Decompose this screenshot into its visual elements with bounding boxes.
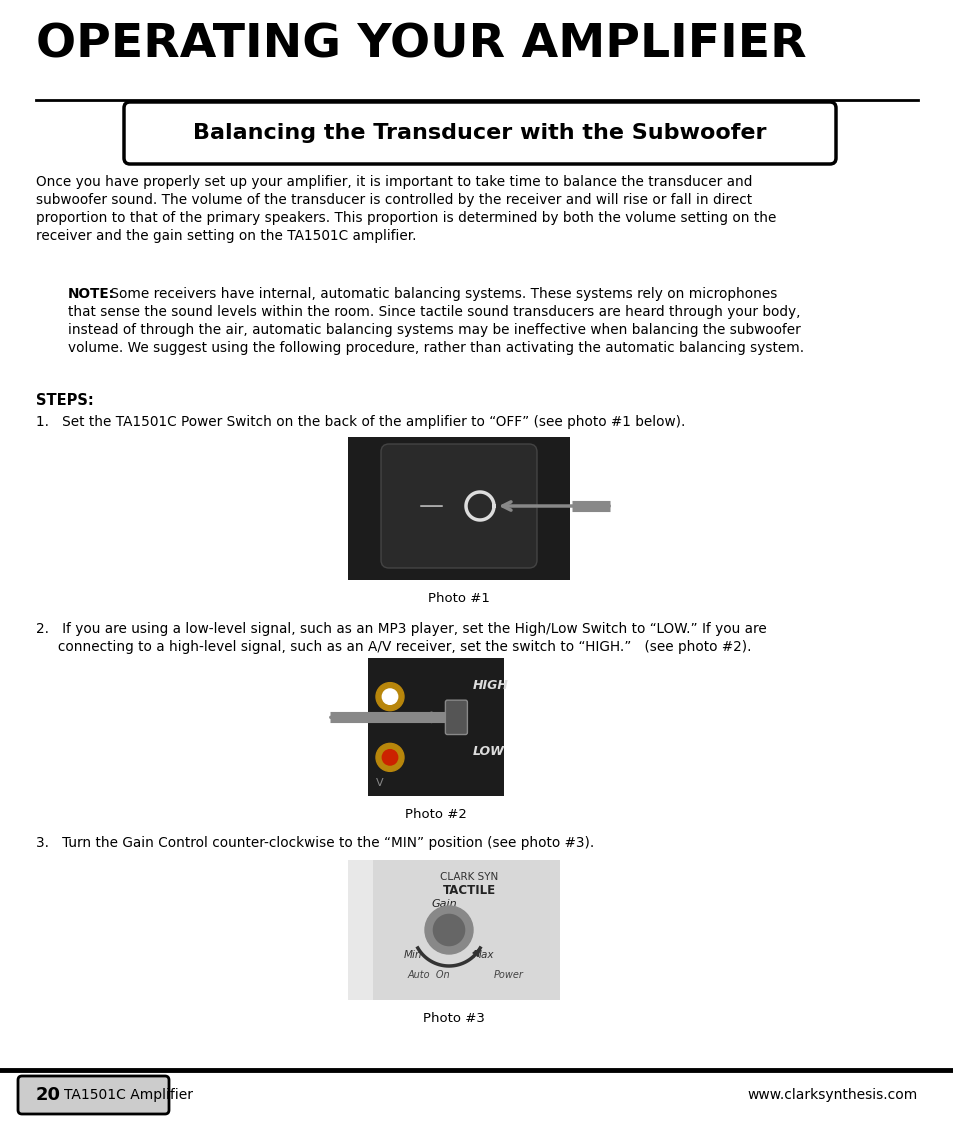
- Text: receiver and the gain setting on the TA1501C amplifier.: receiver and the gain setting on the TA1…: [36, 229, 416, 243]
- Text: OPERATING YOUR AMPLIFIER: OPERATING YOUR AMPLIFIER: [36, 22, 806, 67]
- Text: LOW: LOW: [472, 745, 504, 758]
- FancyBboxPatch shape: [18, 1076, 169, 1114]
- Text: 1.   Set the TA1501C Power Switch on the back of the amplifier to “OFF” (see pho: 1. Set the TA1501C Power Switch on the b…: [36, 415, 684, 429]
- Circle shape: [382, 750, 397, 765]
- Text: www.clarksynthesis.com: www.clarksynthesis.com: [747, 1088, 917, 1102]
- Text: proportion to that of the primary speakers. This proportion is determined by bot: proportion to that of the primary speake…: [36, 211, 776, 225]
- Text: Min: Min: [403, 949, 422, 960]
- Circle shape: [433, 915, 464, 946]
- Text: —: —: [418, 494, 443, 518]
- Text: 2.   If you are using a low-level signal, such as an MP3 player, set the High/Lo: 2. If you are using a low-level signal, …: [36, 622, 766, 636]
- Text: Gain: Gain: [431, 899, 456, 909]
- Text: HIGH: HIGH: [472, 679, 508, 692]
- FancyBboxPatch shape: [380, 444, 537, 568]
- Bar: [348, 860, 373, 1000]
- Text: CLARK SYN: CLARK SYN: [439, 872, 497, 882]
- Text: Auto  On: Auto On: [407, 970, 450, 980]
- Text: subwoofer sound. The volume of the transducer is controlled by the receiver and : subwoofer sound. The volume of the trans…: [36, 193, 751, 207]
- Circle shape: [375, 743, 403, 771]
- Text: volume. We suggest using the following procedure, rather than activating the aut: volume. We suggest using the following p…: [68, 341, 803, 355]
- Text: connecting to a high-level signal, such as an A/V receiver, set the switch to “H: connecting to a high-level signal, such …: [36, 640, 751, 654]
- Circle shape: [382, 689, 397, 704]
- FancyBboxPatch shape: [124, 102, 835, 164]
- Text: Photo #3: Photo #3: [422, 1012, 484, 1025]
- Text: STEPS:: STEPS:: [36, 393, 93, 408]
- Text: Photo #1: Photo #1: [428, 592, 490, 605]
- Bar: [348, 860, 559, 1000]
- Text: NOTE:: NOTE:: [68, 287, 115, 302]
- Text: TA1501C Amplifier: TA1501C Amplifier: [64, 1088, 193, 1102]
- FancyBboxPatch shape: [445, 701, 467, 734]
- Text: Photo #2: Photo #2: [405, 808, 466, 821]
- Text: V: V: [375, 778, 383, 788]
- Text: Some receivers have internal, automatic balancing systems. These systems rely on: Some receivers have internal, automatic …: [106, 287, 777, 302]
- Text: that sense the sound levels within the room. Since tactile sound transducers are: that sense the sound levels within the r…: [68, 305, 800, 319]
- Text: Balancing the Transducer with the Subwoofer: Balancing the Transducer with the Subwoo…: [193, 123, 766, 143]
- Text: instead of through the air, automatic balancing systems may be ineffective when : instead of through the air, automatic ba…: [68, 323, 800, 337]
- Text: Power: Power: [494, 970, 523, 980]
- Bar: [348, 437, 569, 580]
- Bar: [368, 658, 503, 796]
- Circle shape: [375, 683, 403, 711]
- Text: Max: Max: [472, 949, 494, 960]
- Text: TACTILE: TACTILE: [442, 884, 495, 897]
- Circle shape: [424, 906, 473, 954]
- Text: Once you have properly set up your amplifier, it is important to take time to ba: Once you have properly set up your ampli…: [36, 175, 752, 189]
- Text: 3.   Turn the Gain Control counter-clockwise to the “MIN” position (see photo #3: 3. Turn the Gain Control counter-clockwi…: [36, 836, 594, 850]
- Text: 20: 20: [36, 1086, 61, 1104]
